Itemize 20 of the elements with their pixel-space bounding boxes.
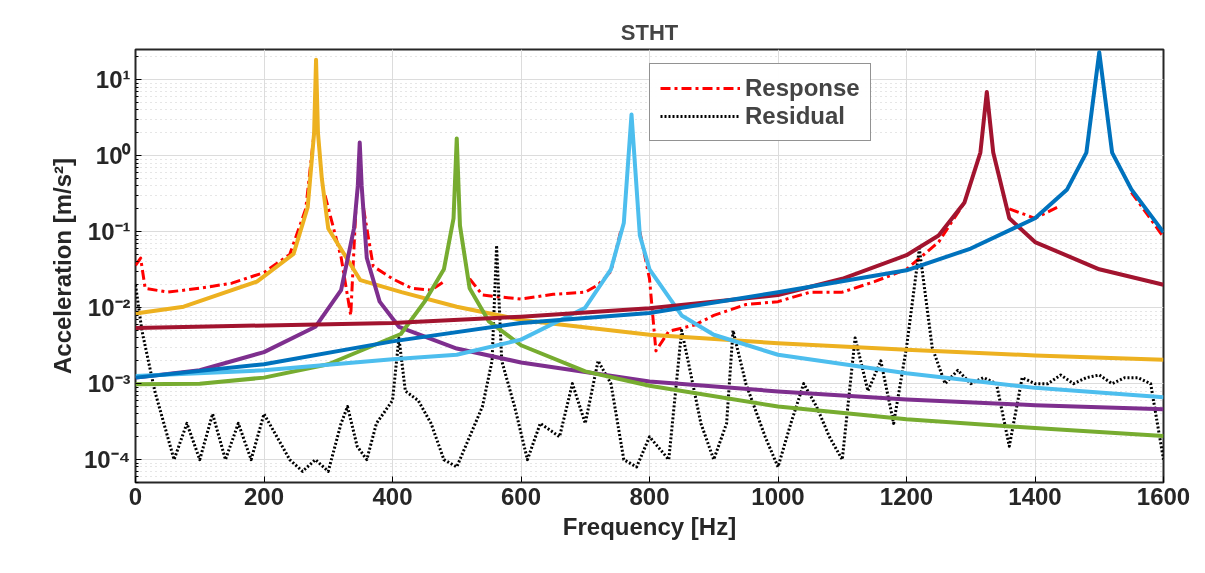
y-tick-label: 10¹ bbox=[95, 66, 131, 94]
y-tick-label: 10⁻² bbox=[87, 294, 131, 322]
legend-label: Response bbox=[745, 74, 860, 102]
legend-label: Residual bbox=[745, 102, 846, 130]
x-tick-label: 600 bbox=[500, 482, 542, 510]
y-tick-label: 10⁻⁴ bbox=[83, 446, 131, 474]
x-tick-label: 1000 bbox=[751, 482, 805, 510]
y-tick-label: 10⁰ bbox=[95, 142, 132, 170]
x-tick-label: 1600 bbox=[1136, 482, 1191, 510]
x-tick-label: 400 bbox=[372, 482, 413, 510]
x-tick-label: 0 bbox=[128, 482, 143, 510]
x-axis-title: Frequency [Hz] bbox=[562, 512, 737, 540]
x-tick-label: 1400 bbox=[1008, 482, 1062, 510]
x-tick-label: 800 bbox=[629, 482, 670, 510]
y-tick-label: 10⁻¹ bbox=[87, 218, 131, 246]
y-tick-label: 10⁻³ bbox=[87, 370, 131, 398]
y-axis-title: Acceleration [m/s²] bbox=[48, 157, 76, 375]
x-tick-label: 1200 bbox=[879, 482, 934, 510]
x-tick-label: 200 bbox=[243, 482, 285, 510]
chart-title: STHT bbox=[620, 19, 679, 45]
